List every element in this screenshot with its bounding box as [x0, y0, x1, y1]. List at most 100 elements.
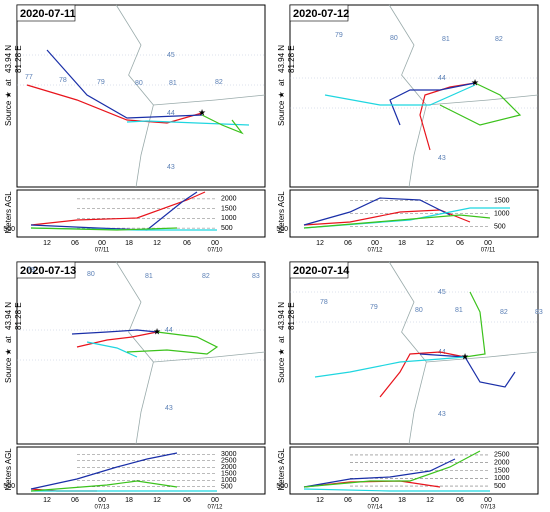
trajectory — [46, 49, 203, 119]
time-label: 12 — [426, 240, 434, 247]
lon-label: 82 — [215, 79, 223, 86]
height-axis-label: Meters AGL — [277, 191, 286, 234]
source-star: ★ — [471, 77, 479, 87]
time-label: 18 — [398, 240, 406, 247]
date-label: 07/13 — [480, 505, 496, 511]
height-frame — [289, 446, 539, 495]
lat-label: 43 — [438, 155, 446, 162]
time-label: 12 — [153, 240, 161, 247]
height-tick-label: 2500 — [494, 452, 510, 459]
trajectory — [379, 351, 466, 398]
height-tick-label: 1000 — [494, 210, 510, 217]
time-label: 06 — [183, 497, 191, 504]
trajectory — [86, 341, 138, 358]
trajectory — [419, 353, 516, 388]
border — [426, 351, 539, 363]
trajectory — [126, 331, 219, 355]
time-label: 18 — [125, 240, 133, 247]
time-label: 06 — [71, 497, 79, 504]
time-label: 12 — [153, 497, 161, 504]
time-label: 00 — [484, 497, 492, 504]
source-height: 500 — [3, 483, 15, 490]
side-labels: Source ★ at 43.94 N 81.28 E — [277, 302, 296, 383]
panel-title: 2020-07-11 — [20, 8, 76, 20]
map-frame — [16, 261, 266, 445]
height-tick-label: 1000 — [494, 475, 510, 482]
lon-label: 80 — [415, 307, 423, 314]
lat-label: 45 — [167, 52, 175, 59]
lon-label: 79 — [370, 304, 378, 311]
source-star: ★ — [198, 107, 206, 117]
height-tick-label: 2500 — [221, 458, 237, 465]
height-trajectory — [30, 227, 178, 231]
lon-label: 82 — [495, 36, 503, 43]
lat-label: 43 — [165, 405, 173, 412]
trajectory — [324, 84, 476, 106]
source-label: Source ★ — [277, 348, 286, 383]
date-label: 07/14 — [367, 505, 383, 511]
side-labels: Source ★ at 43.94 N 81.28 E — [277, 45, 296, 126]
time-label: 00 — [371, 240, 379, 247]
map-frame — [16, 4, 266, 188]
height-tick-label: 1000 — [221, 215, 237, 222]
time-label: 12 — [316, 497, 324, 504]
panel-title: 2020-07-14 — [293, 265, 350, 277]
trajectory — [389, 82, 476, 126]
trajectory — [71, 329, 158, 335]
height-axis-label: Meters AGL — [277, 448, 286, 491]
lon-label: 77 — [25, 74, 33, 81]
height-axis-label: Meters AGL — [4, 448, 13, 491]
lon-label: 81 — [169, 80, 177, 87]
height-tick-label: 500 — [494, 223, 506, 230]
date-label: 07/13 — [94, 505, 110, 511]
lon-label: 81 — [145, 273, 153, 280]
lon-label: 78 — [59, 77, 67, 84]
border — [388, 261, 427, 445]
lat-coord: 43.94 N — [277, 45, 286, 73]
panel: 2020-07-12 79 80 81 82 44 43 ★ 1500 1000 500 500 12 0… — [276, 4, 539, 254]
source-height: 500 — [276, 226, 288, 233]
time-label: 18 — [398, 497, 406, 504]
height-tick-label: 1500 — [221, 471, 237, 478]
height-panel: 1500 1000 500 500 — [276, 189, 539, 238]
title-box — [289, 261, 349, 279]
lat-label: 44 — [167, 110, 175, 117]
lon-coord: 81.28 E — [14, 302, 23, 330]
at-label: at — [4, 336, 13, 343]
source-star: ★ — [461, 351, 469, 361]
date-label: 07/10 — [207, 248, 223, 254]
time-label: 06 — [344, 240, 352, 247]
lon-label: 80 — [135, 80, 143, 87]
date-label: 07/12 — [207, 505, 223, 511]
panel: 2020-07-11 77 78 79 80 81 82 45 44 43 ★ 2000 1500 100… — [3, 4, 266, 254]
lat-label: 43 — [167, 164, 175, 171]
time-label: 00 — [371, 497, 379, 504]
height-trajectory — [30, 452, 178, 490]
title-box — [16, 261, 76, 279]
date-label: 07/11 — [481, 248, 496, 254]
height-tick-label: 500 — [221, 225, 233, 232]
time-label: 06 — [456, 240, 464, 247]
border — [153, 351, 266, 363]
height-axis-label: Meters AGL — [4, 191, 13, 234]
lat-label: 44 — [438, 75, 446, 82]
lon-label: 81 — [442, 36, 450, 43]
at-label: at — [277, 79, 286, 86]
lon-label: 79 — [335, 32, 343, 39]
title-box — [289, 4, 349, 22]
lon-label: 80 — [390, 35, 398, 42]
panel-title: 2020-07-13 — [20, 265, 76, 277]
lon-coord: 81.28 E — [287, 45, 296, 73]
time-label: 12 — [43, 497, 51, 504]
trajectory — [439, 82, 522, 126]
height-frame — [289, 189, 539, 238]
height-tick-label: 500 — [221, 484, 233, 491]
height-tick-label: 2000 — [221, 196, 237, 203]
border — [426, 94, 539, 106]
lat-label: 45 — [438, 289, 446, 296]
height-tick-label: 1500 — [221, 205, 237, 212]
time-label: 06 — [71, 240, 79, 247]
